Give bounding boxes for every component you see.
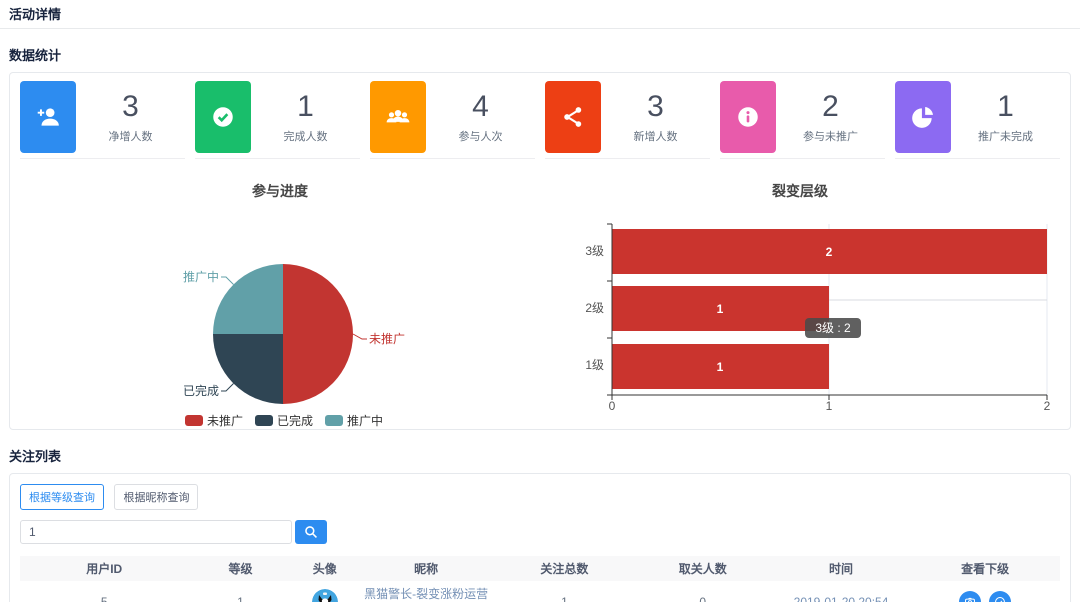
stat-card-completed: 1 完成人数 — [195, 81, 360, 159]
legend-label-completed: 已完成 — [277, 413, 313, 428]
stat-card-participation: 4 参与人次 — [370, 81, 535, 159]
chart-tooltip: 3级 : 2 — [805, 318, 861, 338]
bar-chart: 裂变层级 2 1 1 3级 2级 1级 0 1 — [540, 167, 1060, 422]
cell-unfollow-count: 0 — [633, 581, 772, 602]
follow-section-title: 关注列表 — [9, 449, 62, 464]
stat-label: 完成人数 — [283, 131, 328, 143]
pie-label-completed: 已完成 — [183, 383, 219, 398]
charts-row: 参与进度 推广中 未推广 已完成 未推广 已完成 推广中 — [20, 167, 1060, 428]
search-row — [20, 520, 1060, 544]
pie-chart-title: 参与进度 — [252, 183, 308, 199]
pie-label-not-promoted: 未推广 — [369, 332, 405, 346]
cell-time: 2019-01-20 20:54 — [771, 581, 911, 602]
x-tick-0: 0 — [609, 399, 616, 413]
pie-chart: 参与进度 推广中 未推广 已完成 未推广 已完成 推广中 — [20, 167, 540, 428]
follow-panel: 根据等级查询 根据昵称查询 用户ID 等级 头像 昵称 关注总数 取关人数 时间… — [9, 473, 1071, 602]
stat-card-net-increase: 3 净增人数 — [20, 81, 185, 159]
legend-label-not-promoted: 未推广 — [207, 414, 243, 428]
check-icon — [195, 81, 251, 153]
info-icon — [720, 81, 776, 153]
col-time: 时间 — [771, 556, 911, 581]
cell-user-id: 5 — [20, 581, 189, 602]
stats-panel: 3 净增人数 1 完成人数 4 参与人次 — [9, 72, 1071, 430]
stat-value: 4 — [472, 90, 489, 123]
legend-label-promoting: 推广中 — [347, 413, 383, 428]
col-level: 等级 — [188, 556, 293, 581]
cell-follow-total: 1 — [495, 581, 634, 602]
col-avatar: 头像 — [292, 556, 357, 581]
stat-card-promoted-not-completed: 1 推广未完成 — [895, 81, 1060, 159]
legend-swatch-not-promoted — [185, 415, 203, 426]
stats-section-title: 数据统计 — [9, 48, 62, 63]
pie-legend[interactable]: 未推广 已完成 推广中 — [185, 413, 383, 428]
col-follow-total: 关注总数 — [495, 556, 634, 581]
search-button[interactable] — [295, 520, 327, 544]
tab-query-by-nickname[interactable]: 根据昵称查询 — [114, 484, 199, 510]
stat-value: 2 — [822, 90, 839, 123]
svg-text:3级 : 2: 3级 : 2 — [815, 321, 851, 335]
stat-card-new-members: 3 新增人数 — [545, 81, 710, 159]
pie-slice-completed[interactable] — [213, 334, 283, 404]
stat-value: 3 — [122, 90, 139, 123]
col-view-sub: 查看下级 — [910, 556, 1060, 581]
query-tabs: 根据等级查询 根据昵称查询 — [20, 484, 1060, 510]
view-sub-button-2[interactable] — [988, 591, 1011, 602]
bar-value-level1: 1 — [717, 360, 724, 374]
table-header-row: 用户ID 等级 头像 昵称 关注总数 取关人数 时间 查看下级 — [20, 556, 1060, 581]
people-icon — [370, 81, 426, 153]
bar-level2[interactable] — [612, 286, 830, 331]
col-nickname: 昵称 — [356, 556, 496, 581]
add-user-icon — [20, 81, 76, 153]
bar-value-level3: 2 — [826, 245, 833, 259]
page-header: 活动详情 — [0, 0, 1080, 29]
stat-value: 3 — [647, 90, 664, 123]
bar-chart-title: 裂变层级 — [772, 183, 828, 199]
check-circle-icon — [994, 597, 1005, 602]
tab-query-by-level[interactable]: 根据等级查询 — [20, 484, 104, 510]
stat-value: 1 — [297, 90, 314, 123]
pie-label-promoting: 推广中 — [183, 269, 219, 284]
stat-card-participated-not-promoted: 2 参与未推广 — [720, 81, 885, 159]
stat-label: 新增人数 — [633, 131, 678, 143]
table-row: 5 1 黑猫警长-裂变涨粉运营官 1 0 2019-01-20 20:54 — [20, 581, 1060, 602]
col-unfollow-count: 取关人数 — [633, 556, 772, 581]
x-tick-1: 1 — [826, 399, 833, 413]
y-label-level1: 1级 — [585, 358, 604, 372]
x-tick-2: 2 — [1044, 399, 1051, 413]
stat-value: 1 — [997, 90, 1014, 123]
legend-swatch-promoting — [325, 415, 343, 426]
stat-label: 推广未完成 — [978, 131, 1033, 143]
share-icon — [545, 81, 601, 153]
y-label-level3: 3级 — [585, 244, 604, 258]
bar-level1[interactable] — [612, 344, 830, 389]
stat-label: 净增人数 — [108, 131, 153, 143]
stat-label: 参与未推广 — [803, 131, 858, 143]
page-title: 活动详情 — [9, 7, 62, 22]
pie-icon — [895, 81, 951, 153]
bar-level3[interactable] — [612, 229, 1048, 274]
search-icon — [305, 526, 317, 538]
cell-avatar — [292, 581, 357, 602]
search-input[interactable] — [20, 520, 292, 544]
col-user-id: 用户ID — [20, 556, 189, 581]
cell-nickname: 黑猫警长-裂变涨粉运营官 — [356, 581, 496, 602]
stat-label: 参与人次 — [458, 131, 503, 143]
y-label-level2: 2级 — [585, 301, 604, 315]
cell-level: 1 — [188, 581, 293, 602]
legend-swatch-completed — [255, 415, 273, 426]
stat-cards-row: 3 净增人数 1 完成人数 4 参与人次 — [20, 81, 1060, 159]
bar-value-level2: 1 — [717, 302, 724, 316]
pie-slice-promoting[interactable] — [213, 264, 283, 334]
cell-actions — [910, 581, 1060, 602]
view-sub-button-1[interactable] — [959, 591, 982, 602]
follow-table: 用户ID 等级 头像 昵称 关注总数 取关人数 时间 查看下级 5 1 — [20, 556, 1060, 602]
camera-icon — [965, 597, 976, 602]
pie-slice-not-promoted[interactable] — [283, 264, 353, 404]
avatar — [311, 589, 338, 602]
